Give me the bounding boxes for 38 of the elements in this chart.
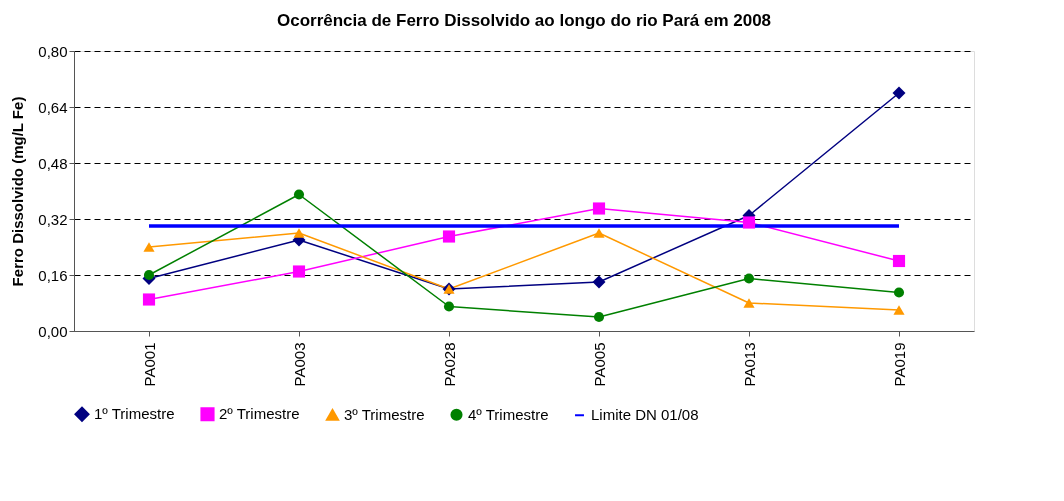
legend-label: 4º Trimestre [468, 405, 549, 423]
y-axis-title: Ferro Dissolvido (mg/L Fe) [9, 96, 27, 287]
y-tick-label: 0,16 [38, 266, 68, 284]
point [743, 298, 755, 308]
legend-label: Limite DN 01/08 [591, 406, 699, 424]
y-tick-label: 0,64 [38, 98, 68, 116]
x-tick-label: PA013 [740, 342, 758, 387]
legend-label: 1º Trimestre [94, 405, 175, 423]
point [592, 202, 606, 215]
x-tick-label: PA019 [890, 342, 908, 387]
point [293, 189, 305, 200]
legend-label: 2º Trimestre [219, 405, 300, 423]
point [143, 269, 155, 281]
x-tick-label: PA005 [590, 342, 608, 387]
point [743, 273, 755, 284]
y-tick-label: 0,48 [38, 154, 68, 172]
point [293, 228, 305, 238]
point [592, 275, 606, 289]
point [142, 293, 156, 306]
y-tick-label: 0,80 [38, 42, 68, 60]
x-tick-label: PA003 [290, 342, 308, 387]
y-tick-label: 0,00 [38, 322, 68, 340]
point [143, 242, 155, 252]
x-tick-label: PA028 [440, 342, 458, 387]
point [292, 265, 306, 278]
point [892, 86, 906, 100]
point [892, 254, 906, 268]
point [593, 311, 605, 323]
point [742, 216, 756, 229]
point [442, 230, 456, 243]
point [443, 301, 455, 312]
legend-label: 3º Trimestre [344, 405, 425, 423]
y-tick-label: 0,32 [38, 210, 68, 228]
point [593, 228, 605, 238]
x-tick-label: PA001 [140, 342, 158, 387]
point [893, 305, 905, 315]
point [893, 287, 905, 298]
chart-title: Ocorrência de Ferro Dissolvido ao longo do rio Pará em 2008 [276, 11, 772, 30]
